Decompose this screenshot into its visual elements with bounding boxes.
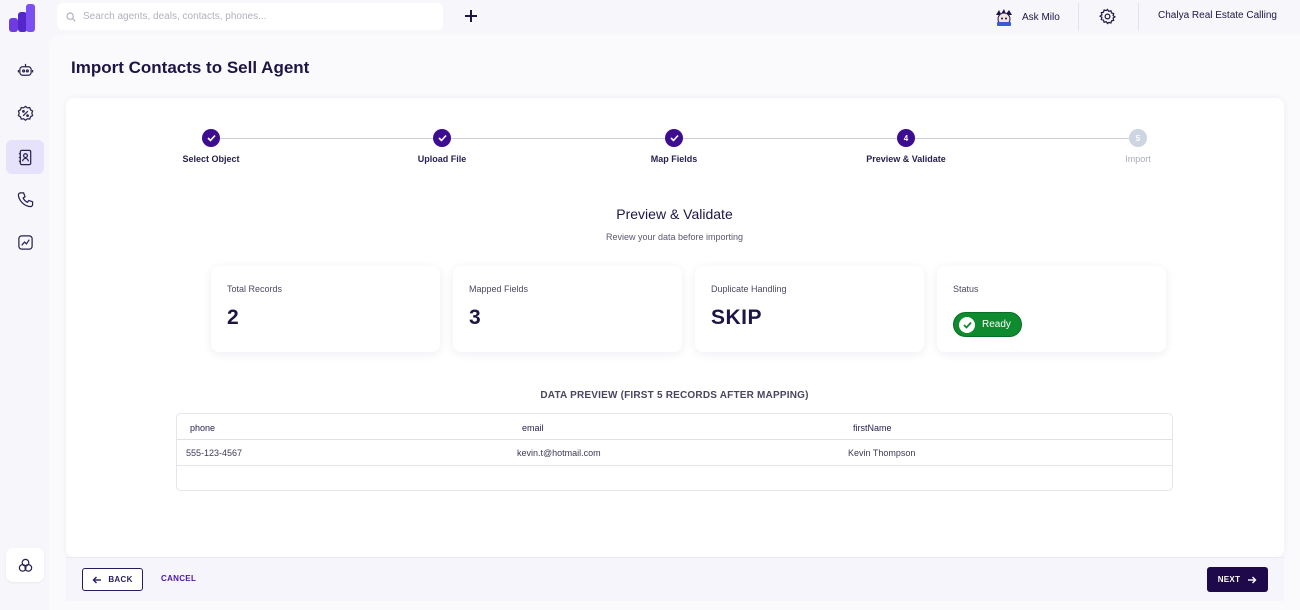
- percent-badge-icon: [17, 105, 33, 121]
- robot-icon: [17, 63, 33, 76]
- stat-label: Mapped Fields: [469, 284, 529, 294]
- sidebar-item-calls[interactable]: [6, 182, 44, 216]
- sidebar-item-analytics[interactable]: [6, 225, 44, 259]
- step-connector: [683, 138, 897, 139]
- table-header: phone email firstName: [177, 414, 1172, 440]
- step-label-preview-validate: Preview & Validate: [866, 154, 946, 164]
- step-connector: [220, 138, 433, 139]
- stat-label: Duplicate Handling: [711, 284, 787, 294]
- check-icon: [669, 134, 679, 142]
- next-button-label: NEXT: [1217, 575, 1241, 584]
- step-3-indicator: [665, 129, 683, 147]
- arrow-right-icon: [1248, 576, 1257, 583]
- ask-milo-button[interactable]: Ask Milo: [994, 8, 1060, 26]
- search-icon: [66, 11, 76, 22]
- cancel-button[interactable]: CANCEL: [161, 574, 197, 583]
- check-circle-icon: [959, 316, 975, 333]
- gear-icon[interactable]: [1099, 8, 1116, 25]
- table-row: 555-123-4567 kevin.t@hotmail.com Kevin T…: [177, 440, 1172, 466]
- step-label-upload-file: Upload File: [417, 154, 467, 164]
- wizard-footer: [66, 557, 1284, 601]
- step-connector: [915, 138, 1129, 139]
- section-title: Preview & Validate: [616, 206, 733, 222]
- stat-total-records: Total Records 2: [211, 266, 440, 352]
- page-title: Import Contacts to Sell Agent: [71, 58, 310, 77]
- stat-status: Status Ready: [937, 266, 1166, 352]
- arrow-left-icon: [92, 576, 102, 583]
- create-new-button[interactable]: [461, 6, 481, 26]
- sidebar-item-agents[interactable]: [6, 53, 44, 87]
- cell-email: kevin.t@hotmail.com: [517, 448, 601, 458]
- check-icon: [437, 134, 447, 142]
- ask-milo-label: Ask Milo: [1022, 11, 1060, 23]
- global-search[interactable]: [57, 3, 443, 30]
- back-button-label: BACK: [108, 575, 133, 584]
- search-input[interactable]: [83, 11, 433, 22]
- left-sidebar: [0, 0, 49, 610]
- column-header-email: email: [522, 423, 544, 433]
- topbar-divider: [1138, 3, 1139, 31]
- step-connector: [451, 138, 665, 139]
- step-1-indicator: [202, 129, 220, 147]
- next-button[interactable]: NEXT: [1207, 567, 1268, 592]
- sidebar-item-deals[interactable]: [6, 96, 44, 130]
- cell-phone: 555-123-4567: [186, 448, 243, 458]
- sidebar-item-contacts[interactable]: [6, 140, 44, 174]
- step-label-map-fields: Map Fields: [650, 154, 698, 164]
- column-header-phone: phone: [190, 423, 216, 433]
- step-4-indicator: 4: [897, 129, 915, 147]
- app-logo-icon[interactable]: [9, 4, 35, 32]
- phone-icon: [17, 191, 33, 207]
- topbar-divider: [1078, 3, 1079, 31]
- check-icon: [206, 134, 216, 142]
- plus-icon: [465, 10, 477, 22]
- data-preview-table: phone email firstName 555-123-4567 kevin…: [176, 413, 1173, 491]
- stat-value: 2: [227, 306, 240, 329]
- back-button[interactable]: BACK: [82, 568, 143, 591]
- status-badge-label: Ready: [982, 319, 1011, 330]
- contacts-icon: [18, 149, 31, 165]
- data-preview-title: DATA PREVIEW (FIRST 5 RECORDS AFTER MAPP…: [540, 390, 809, 401]
- integrations-button[interactable]: [6, 548, 44, 582]
- circles-icon: [18, 558, 32, 572]
- column-header-firstname: firstName: [853, 423, 892, 433]
- stat-value: 3: [469, 306, 482, 329]
- stat-label: Total Records: [227, 284, 283, 294]
- step-5-indicator: 5: [1129, 129, 1147, 147]
- analytics-icon: [17, 234, 33, 250]
- stat-value: SKIP: [711, 306, 763, 329]
- step-label-select-object: Select Object: [182, 154, 240, 164]
- cell-firstname: Kevin Thompson: [848, 448, 916, 458]
- step-2-indicator: [433, 129, 451, 147]
- section-subtitle: Review your data before importing: [605, 232, 744, 242]
- stat-mapped-fields: Mapped Fields 3: [453, 266, 682, 352]
- stat-duplicate-handling: Duplicate Handling SKIP: [695, 266, 924, 352]
- stat-label: Status: [953, 284, 979, 294]
- step-label-import: Import: [1125, 154, 1151, 164]
- account-switcher[interactable]: Chalya Real Estate Calling: [1158, 10, 1277, 21]
- milo-avatar-icon: [996, 8, 1012, 26]
- status-badge: Ready: [953, 312, 1022, 337]
